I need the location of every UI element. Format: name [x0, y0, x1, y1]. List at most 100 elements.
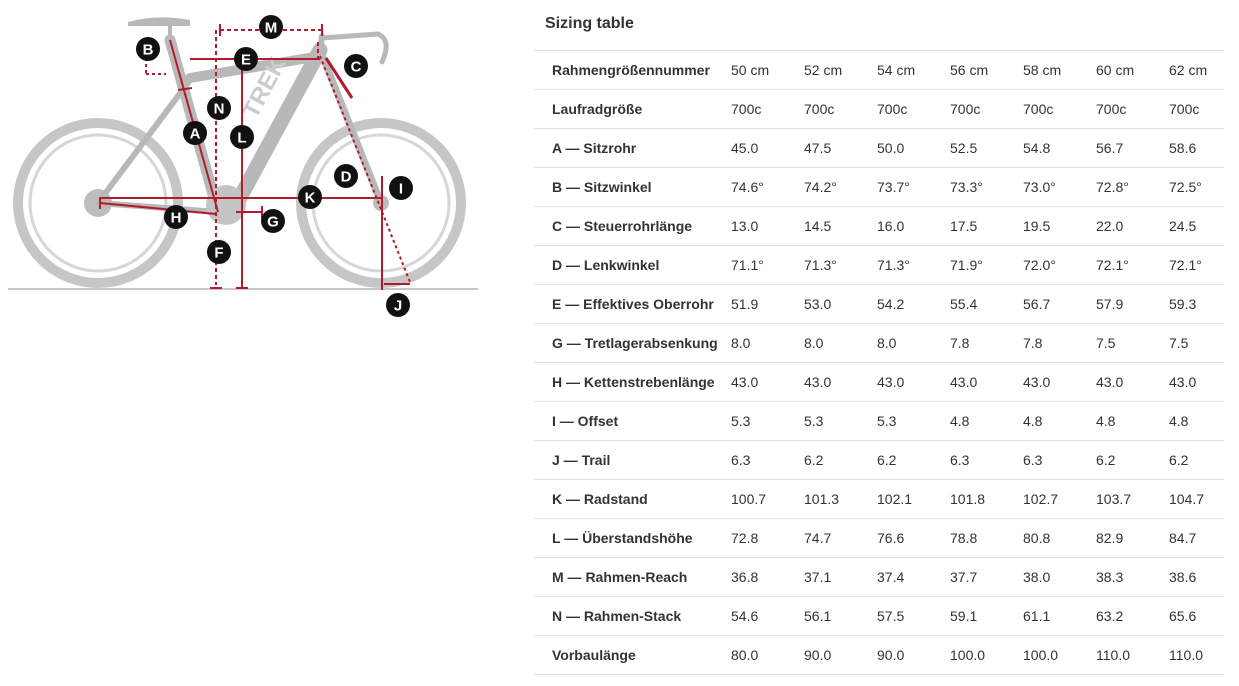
- table-cell: 52.5: [940, 128, 1013, 168]
- table-row: H — Kettenstrebenlänge 43.0 43.0 43.0 43.0 43…: [534, 362, 1224, 402]
- sizing-table-title: Sizing table: [545, 15, 634, 32]
- table-row: M — Rahmen-Reach 36.8 37.1 37.4 37.7 38.0 38.3…: [534, 557, 1224, 597]
- svg-text:L: L: [237, 130, 246, 147]
- table-cell: 43.0: [794, 362, 867, 402]
- table-cell: 36.8: [721, 557, 794, 597]
- table-cell: 700c: [867, 89, 940, 129]
- callout-i: I: [389, 176, 413, 200]
- table-cell: 5.3: [794, 401, 867, 441]
- table-row: Vorbaulänge 80.0 90.0 90.0 100.0 100.0 110.0 11…: [534, 635, 1224, 675]
- table-cell: 700c: [721, 89, 794, 129]
- table-cell: 43.0: [940, 362, 1013, 402]
- table-cell: 80.0: [721, 635, 794, 675]
- table-cell: 43.0: [1159, 362, 1224, 402]
- table-cell: 6.3: [1013, 440, 1086, 480]
- callout-e: E: [234, 47, 258, 71]
- row-label: G — Tretlagerabsenkung: [534, 323, 721, 363]
- table-cell: 4.8: [1086, 401, 1159, 441]
- table-cell: 90.0: [794, 635, 867, 675]
- table-cell: 7.8: [940, 323, 1013, 363]
- table-cell: 62 cm: [1159, 50, 1224, 90]
- bike-geometry-diagram: TREK M B E C N A L D I K H G F J: [8, 15, 478, 317]
- table-cell: 84.7: [1159, 518, 1224, 558]
- table-cell: 60 cm: [1086, 50, 1159, 90]
- table-cell: 71.3°: [867, 245, 940, 285]
- table-cell: 37.1: [794, 557, 867, 597]
- table-cell: 72.1°: [1086, 245, 1159, 285]
- table-row: G — Tretlagerabsenkung 8.0 8.0 8.0 7.8 7.8 7.5…: [534, 323, 1224, 363]
- svg-text:I: I: [399, 181, 403, 198]
- table-cell: 104.7: [1159, 479, 1224, 519]
- svg-text:H: H: [171, 210, 182, 227]
- callout-k: K: [298, 185, 322, 209]
- table-row: A — Sitzrohr 45.0 47.5 50.0 52.5 54.8 56.7 58.6: [534, 128, 1224, 168]
- sizing-table: Rahmengrößennummer 50 cm 52 cm 54 cm 56 cm 58…: [534, 50, 1224, 675]
- row-label: L — Überstandshöhe: [534, 518, 721, 558]
- table-cell: 6.2: [794, 440, 867, 480]
- table-cell: 38.3: [1086, 557, 1159, 597]
- table-cell: 43.0: [1086, 362, 1159, 402]
- sizing-table-section: Sizing table Rahmengrößennummer 50 cm 52 c…: [534, 0, 1224, 675]
- svg-text:D: D: [341, 169, 352, 186]
- row-label: A — Sitzrohr: [534, 128, 721, 168]
- callout-f: F: [207, 240, 231, 264]
- table-cell: 72.5°: [1159, 167, 1224, 207]
- table-cell: 102.1: [867, 479, 940, 519]
- table-row: Rahmengrößennummer 50 cm 52 cm 54 cm 56 cm 58…: [534, 50, 1224, 90]
- table-cell: 74.7: [794, 518, 867, 558]
- table-cell: 43.0: [1013, 362, 1086, 402]
- table-cell: 72.0°: [1013, 245, 1086, 285]
- table-cell: 100.0: [940, 635, 1013, 675]
- table-cell: 38.6: [1159, 557, 1224, 597]
- table-cell: 43.0: [867, 362, 940, 402]
- table-cell: 72.8: [721, 518, 794, 558]
- table-cell: 56.1: [794, 596, 867, 636]
- table-cell: 54.8: [1013, 128, 1086, 168]
- table-cell: 59.3: [1159, 284, 1224, 324]
- callout-l: L: [230, 125, 254, 149]
- table-cell: 55.4: [940, 284, 1013, 324]
- table-cell: 56.7: [1013, 284, 1086, 324]
- svg-text:M: M: [265, 20, 278, 37]
- table-cell: 101.8: [940, 479, 1013, 519]
- table-cell: 17.5: [940, 206, 1013, 246]
- table-cell: 50.0: [867, 128, 940, 168]
- table-cell: 78.8: [940, 518, 1013, 558]
- table-cell: 101.3: [794, 479, 867, 519]
- svg-text:C: C: [351, 59, 362, 76]
- table-cell: 37.7: [940, 557, 1013, 597]
- row-label: I — Offset: [534, 401, 721, 441]
- table-cell: 100.0: [1013, 635, 1086, 675]
- table-row: J — Trail 6.3 6.2 6.2 6.3 6.3 6.2 6.2: [534, 440, 1224, 480]
- table-cell: 58.6: [1159, 128, 1224, 168]
- callout-b: B: [136, 37, 160, 61]
- table-cell: 7.8: [1013, 323, 1086, 363]
- table-cell: 8.0: [721, 323, 794, 363]
- callout-m: M: [259, 15, 283, 39]
- table-cell: 19.5: [1013, 206, 1086, 246]
- table-cell: 56 cm: [940, 50, 1013, 90]
- svg-text:B: B: [143, 42, 154, 59]
- table-cell: 6.2: [1086, 440, 1159, 480]
- table-cell: 110.0: [1086, 635, 1159, 675]
- table-cell: 700c: [940, 89, 1013, 129]
- table-cell: 56.7: [1086, 128, 1159, 168]
- callout-a: A: [183, 121, 207, 145]
- table-cell: 52 cm: [794, 50, 867, 90]
- table-row: I — Offset 5.3 5.3 5.3 4.8 4.8 4.8 4.8: [534, 401, 1224, 441]
- table-cell: 4.8: [1013, 401, 1086, 441]
- svg-text:G: G: [267, 214, 279, 231]
- table-cell: 58 cm: [1013, 50, 1086, 90]
- table-cell: 73.7°: [867, 167, 940, 207]
- table-cell: 102.7: [1013, 479, 1086, 519]
- table-cell: 110.0: [1159, 635, 1224, 675]
- table-cell: 57.5: [867, 596, 940, 636]
- table-cell: 71.9°: [940, 245, 1013, 285]
- row-label: M — Rahmen-Reach: [534, 557, 721, 597]
- table-row: C — Steuerrohrlänge 13.0 14.5 16.0 17.5 19.5 2…: [534, 206, 1224, 246]
- svg-text:J: J: [394, 298, 402, 315]
- table-cell: 700c: [794, 89, 867, 129]
- row-label: Rahmengrößennummer: [534, 50, 721, 90]
- table-cell: 54.2: [867, 284, 940, 324]
- callout-d: D: [334, 164, 358, 188]
